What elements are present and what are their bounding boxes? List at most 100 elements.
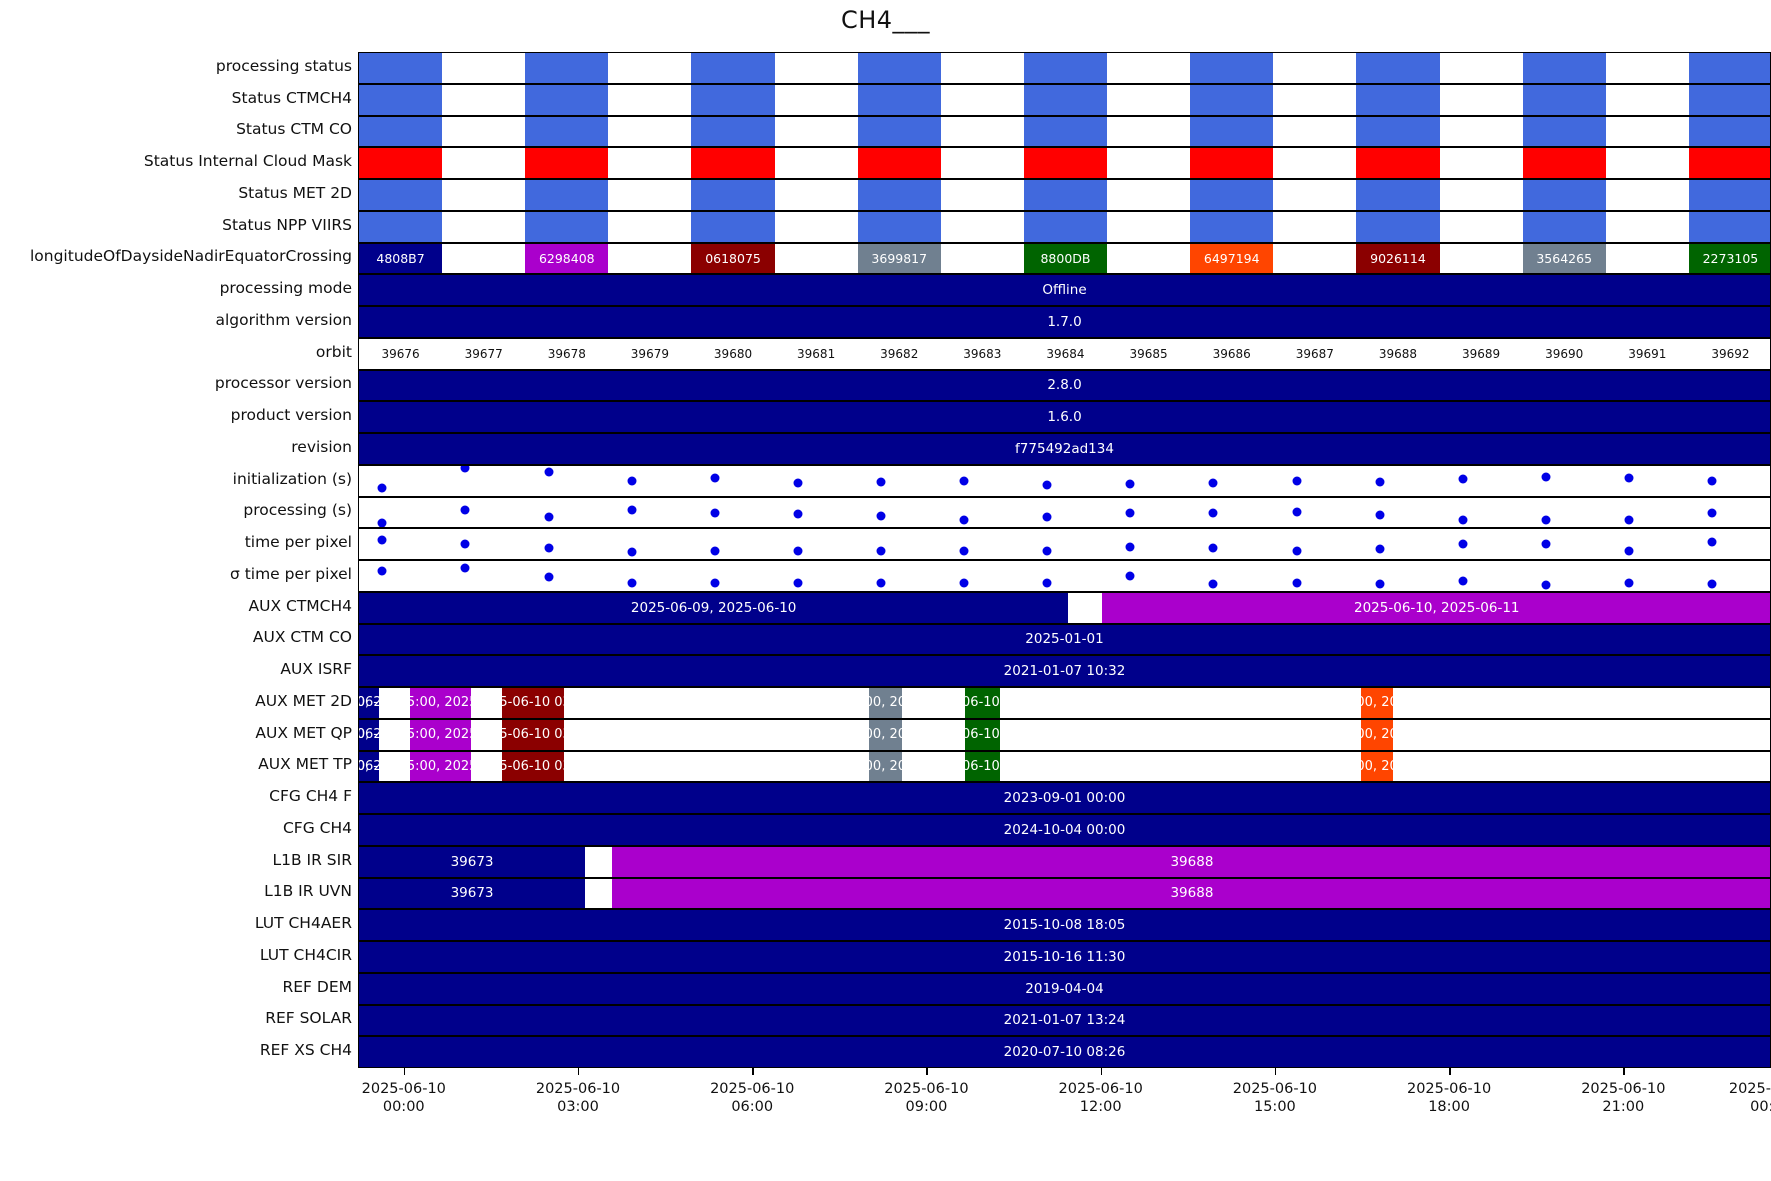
status-block bbox=[774, 84, 858, 115]
status-block bbox=[857, 180, 941, 210]
scatter-point bbox=[1208, 579, 1218, 589]
row-value: Offline bbox=[1042, 282, 1087, 299]
met-segment bbox=[563, 688, 870, 718]
timeline-row-time-per-pixel bbox=[358, 560, 1771, 592]
longitude-cell: 8901138 bbox=[1605, 243, 1689, 274]
row-label: processing status bbox=[215, 56, 352, 75]
status-block bbox=[1356, 53, 1440, 83]
timeline-row-processing-status bbox=[358, 52, 1771, 84]
orbit-number: 39682 bbox=[880, 346, 919, 361]
status-block bbox=[1107, 116, 1191, 147]
status-block bbox=[1273, 116, 1357, 147]
status-block bbox=[608, 53, 692, 83]
orbit-number: 39678 bbox=[547, 346, 586, 361]
scatter-point bbox=[544, 572, 553, 582]
status-block bbox=[1023, 116, 1108, 147]
orbit-number: 39691 bbox=[1628, 346, 1667, 361]
status-block bbox=[525, 116, 609, 147]
scatter-point bbox=[1458, 515, 1468, 525]
status-block bbox=[608, 84, 692, 115]
status-block bbox=[1605, 148, 1689, 178]
met-segment bbox=[1000, 688, 1361, 718]
scatter-point bbox=[1458, 474, 1468, 484]
axis-tick bbox=[1449, 1068, 1451, 1075]
scatter-point bbox=[1458, 576, 1468, 586]
status-block bbox=[1605, 116, 1689, 147]
status-block bbox=[359, 148, 443, 178]
axis-tick-date: 2025-06-11 bbox=[1728, 1081, 1771, 1097]
axis-tick-date: 2025-06-10 bbox=[535, 1081, 621, 1097]
row-label: AUX ISRF bbox=[280, 660, 352, 679]
scatter-point bbox=[1125, 571, 1135, 581]
scatter-point bbox=[1375, 579, 1385, 589]
met-segment bbox=[901, 751, 966, 782]
l1b-segment: 39688 bbox=[611, 878, 1770, 909]
status-block bbox=[1273, 148, 1357, 178]
scatter-point bbox=[627, 476, 637, 486]
status-block bbox=[442, 53, 526, 83]
scatter-point bbox=[627, 547, 637, 557]
timeline-row-status-ctm-co bbox=[358, 115, 1771, 148]
status-block bbox=[442, 148, 526, 178]
status-block bbox=[1439, 116, 1523, 147]
status-block bbox=[525, 211, 609, 242]
axis-tick-date: 2025-06-10 bbox=[361, 1081, 446, 1097]
status-block bbox=[857, 211, 941, 242]
scatter-point bbox=[1292, 507, 1302, 517]
status-block bbox=[857, 148, 941, 178]
status-block bbox=[608, 211, 692, 242]
met-segment: 2025-06-10 15:00 bbox=[924, 688, 1041, 718]
scatter-point bbox=[876, 477, 886, 487]
l1b-segment bbox=[585, 846, 612, 877]
status-block bbox=[857, 84, 941, 115]
scatter-point bbox=[627, 578, 637, 588]
axis-tick-label: 2025-06-10 15:00 bbox=[1233, 1080, 1317, 1116]
scatter-point bbox=[460, 465, 470, 473]
row-label: product version bbox=[230, 406, 352, 425]
met-segment bbox=[901, 719, 966, 750]
axis-tick-time: 06:00 bbox=[731, 1099, 774, 1116]
scatter-point bbox=[1125, 479, 1135, 489]
longitude-cell: 7897940 bbox=[1439, 243, 1523, 274]
met-segment bbox=[901, 688, 966, 718]
axis-tick-label: 2025-06-11 00:00 bbox=[1729, 1080, 1771, 1116]
row-label: LUT CH4AER bbox=[254, 914, 352, 933]
status-block bbox=[442, 180, 526, 210]
timeline-plot-area: 4808B7 9579601 6298408 0867145 0618075 588362… bbox=[358, 52, 1771, 1068]
row-value: 2025-01-01 bbox=[1025, 631, 1104, 648]
scatter-point bbox=[710, 578, 720, 588]
scatter-point bbox=[793, 546, 803, 556]
status-block bbox=[1356, 116, 1440, 147]
scatter-point bbox=[1541, 580, 1551, 590]
status-block bbox=[691, 180, 775, 210]
row-label: REF SOLAR bbox=[265, 1009, 352, 1028]
status-block bbox=[1605, 84, 1689, 115]
scatter-point bbox=[377, 483, 387, 493]
row-label: AUX MET QP bbox=[255, 723, 352, 742]
scatter-point bbox=[1042, 546, 1052, 556]
row-label: AUX CTMCH4 bbox=[248, 596, 353, 615]
scatter-point bbox=[876, 511, 886, 521]
status-block bbox=[1273, 84, 1357, 115]
status-block bbox=[1688, 53, 1770, 83]
scatter-point bbox=[1541, 539, 1551, 549]
longitude-cell: 2273105 bbox=[1688, 243, 1770, 274]
orbit-number: 39681 bbox=[797, 346, 836, 361]
scatter-point bbox=[793, 578, 803, 588]
row-label: orbit bbox=[315, 342, 352, 361]
status-block bbox=[1190, 211, 1274, 242]
longitude-cell: 8800DB bbox=[1023, 243, 1108, 274]
row-value: 2021-01-07 10:32 bbox=[1003, 663, 1126, 680]
scatter-point bbox=[1624, 546, 1634, 556]
status-block bbox=[359, 211, 443, 242]
axis-tick bbox=[578, 1068, 580, 1075]
status-block bbox=[1522, 211, 1606, 242]
axis-tick bbox=[1623, 1068, 1625, 1075]
scatter-point bbox=[876, 546, 886, 556]
scatter-point bbox=[627, 505, 637, 515]
row-value: 2021-01-07 13:24 bbox=[1003, 1012, 1126, 1029]
met-segment: 2025-06-09 15:00, 2025-06-10 03:00 bbox=[359, 688, 562, 718]
met-segment bbox=[470, 751, 503, 782]
status-block bbox=[1522, 148, 1606, 178]
